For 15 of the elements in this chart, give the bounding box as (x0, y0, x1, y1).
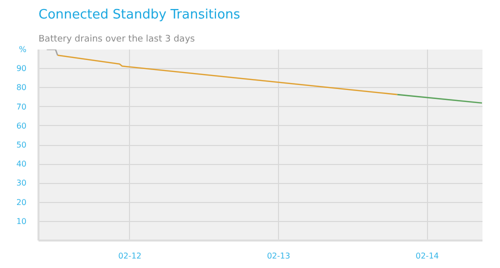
y-tick-label: % (18, 45, 27, 54)
y-tick-label: 90 (16, 64, 27, 74)
chart-subtitle: Battery drains over the last 3 days (38, 34, 196, 44)
y-tick-label: 30 (16, 178, 27, 188)
y-tick-label: 10 (16, 216, 27, 226)
y-tick-label: 40 (16, 160, 27, 169)
x-tick-label: 02-14 (416, 252, 439, 260)
y-tick-label: 20 (16, 198, 27, 207)
y-tick-label: 70 (16, 102, 27, 112)
y-tick-label: 60 (16, 121, 27, 130)
y-tick-label: 80 (16, 83, 27, 92)
chart-title: Connected Standby Transitions (38, 8, 240, 22)
y-tick-label: 50 (16, 140, 27, 150)
x-tick-label: 02-13 (266, 252, 290, 260)
x-tick-label: 02-12 (118, 252, 142, 260)
